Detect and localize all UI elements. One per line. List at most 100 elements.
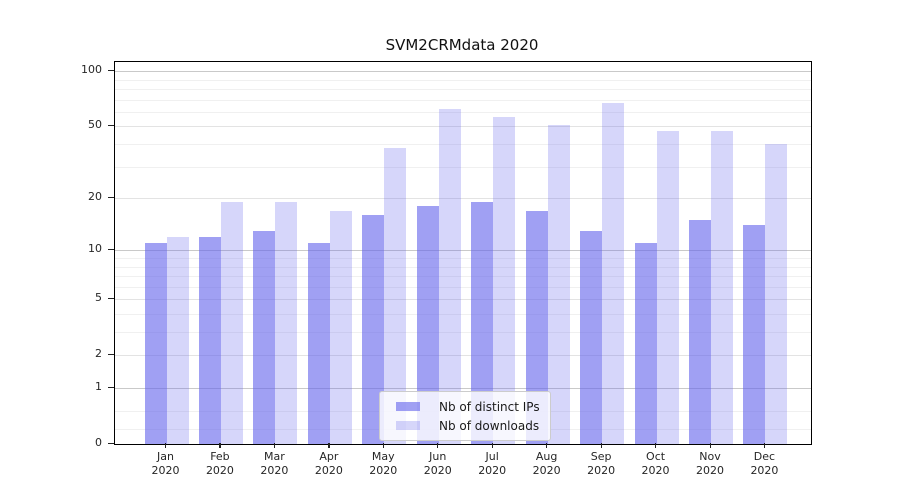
x-tick-year: 2020 — [151, 464, 180, 477]
bar-downloads — [384, 148, 407, 444]
x-tick-mark — [273, 443, 276, 448]
x-tick-month: May — [371, 450, 395, 463]
bar-downloads — [493, 117, 516, 444]
legend-swatch-downloads — [396, 421, 420, 430]
legend-label-distinct-ips: Nb of distinct IPs — [439, 399, 540, 414]
x-tick-month: Jul — [485, 450, 499, 463]
x-tick-year: 2020 — [750, 464, 779, 477]
legend-swatch-distinct-ips — [396, 402, 420, 411]
x-tick-label: Feb 2020 — [188, 450, 252, 478]
bar-downloads — [547, 124, 570, 444]
bar-downloads — [656, 131, 679, 444]
x-tick-label: Mar 2020 — [242, 450, 306, 478]
bar-distinct-ips — [253, 230, 276, 444]
y-gridline-minor — [115, 99, 811, 101]
y-tick-label: 20 — [88, 190, 102, 204]
y-tick-label: 10 — [88, 242, 102, 256]
x-tick-label: Jul 2020 — [460, 450, 524, 478]
y-gridline-minor — [115, 314, 811, 316]
x-tick-label: Nov 2020 — [678, 450, 742, 478]
bar-distinct-ips — [198, 236, 221, 444]
x-tick-year: 2020 — [587, 464, 616, 477]
y-gridline-minor — [115, 89, 811, 91]
x-tick-mark — [491, 443, 493, 448]
y-tick-mark — [108, 442, 114, 444]
x-tick-mark — [382, 443, 384, 448]
x-tick-label: Dec 2020 — [732, 450, 796, 478]
y-gridline-minor — [115, 332, 811, 334]
y-tick-mark — [108, 386, 114, 388]
y-gridline-major — [115, 250, 811, 252]
x-tick-month: Oct — [646, 450, 666, 463]
x-tick-mark — [600, 443, 602, 448]
bar-downloads — [166, 236, 189, 444]
y-tick-label: 5 — [95, 291, 102, 305]
bar-downloads — [329, 210, 352, 444]
legend: Nb of distinct IPs Nb of downloads — [379, 391, 551, 441]
y-gridline — [115, 299, 811, 301]
x-tick-mark — [219, 443, 221, 448]
y-gridline-minor — [115, 276, 811, 278]
x-tick-year: 2020 — [696, 464, 724, 477]
bar-distinct-ips — [307, 243, 330, 444]
y-gridline-minor — [115, 258, 811, 260]
bar-distinct-ips — [580, 230, 603, 444]
x-tick-label: Apr 2020 — [297, 450, 361, 478]
legend-entry-downloads: Nb of downloads — [396, 416, 540, 435]
bar-distinct-ips — [525, 210, 548, 444]
y-tick-mark — [108, 248, 114, 251]
x-tick-year: 2020 — [532, 464, 561, 477]
x-tick-label: Aug 2020 — [515, 450, 579, 478]
bar-distinct-ips — [689, 220, 711, 444]
x-tick-year: 2020 — [478, 464, 507, 477]
x-tick-mark — [328, 443, 330, 448]
x-tick-label: Jan 2020 — [134, 450, 198, 478]
y-tick-mark — [108, 124, 114, 127]
y-gridline — [115, 355, 811, 357]
y-gridline-major — [115, 71, 811, 73]
y-gridline-minor — [115, 286, 811, 288]
bar-downloads — [220, 202, 243, 444]
x-tick-month: Mar — [264, 450, 285, 463]
y-tick-label: 50 — [88, 118, 102, 132]
x-tick-label: Oct 2020 — [624, 450, 688, 478]
bar-distinct-ips — [362, 215, 385, 444]
bar-downloads — [765, 144, 788, 444]
y-gridline — [115, 198, 811, 200]
x-tick-year: 2020 — [314, 464, 343, 477]
y-gridline-major — [115, 388, 811, 390]
y-tick-mark — [108, 69, 114, 71]
x-tick-year: 2020 — [369, 464, 398, 477]
bar-downloads — [602, 103, 625, 444]
y-tick-label: 1 — [95, 380, 102, 394]
y-gridline-minor — [115, 144, 811, 146]
x-tick-month: Sep — [590, 450, 612, 463]
x-tick-month: Dec — [753, 450, 776, 463]
x-tick-mark — [437, 443, 439, 448]
x-tick-year: 2020 — [205, 464, 234, 477]
bar-distinct-ips — [416, 206, 439, 444]
x-tick-mark — [763, 443, 766, 448]
y-tick-mark — [108, 297, 114, 299]
x-tick-mark — [709, 443, 711, 448]
y-gridline-minor — [115, 266, 811, 268]
bar-downloads — [438, 109, 461, 444]
y-tick-label: 100 — [81, 63, 102, 77]
x-tick-month: Jan — [157, 450, 174, 463]
x-tick-month: Jun — [429, 450, 447, 463]
bar-distinct-ips — [471, 202, 494, 444]
legend-entry-distinct-ips: Nb of distinct IPs — [396, 397, 540, 416]
y-tick-mark — [108, 353, 114, 355]
bar-downloads — [711, 131, 733, 444]
plot-area — [114, 61, 812, 445]
y-tick-label: 2 — [95, 347, 102, 361]
x-tick-year: 2020 — [423, 464, 452, 477]
x-tick-mark — [165, 443, 167, 448]
y-gridline-minor — [115, 166, 811, 168]
y-tick-mark — [108, 196, 114, 198]
legend-label-downloads: Nb of downloads — [439, 418, 540, 433]
bar-downloads — [275, 202, 298, 444]
bar-distinct-ips — [634, 243, 657, 444]
x-tick-mark — [655, 443, 657, 448]
